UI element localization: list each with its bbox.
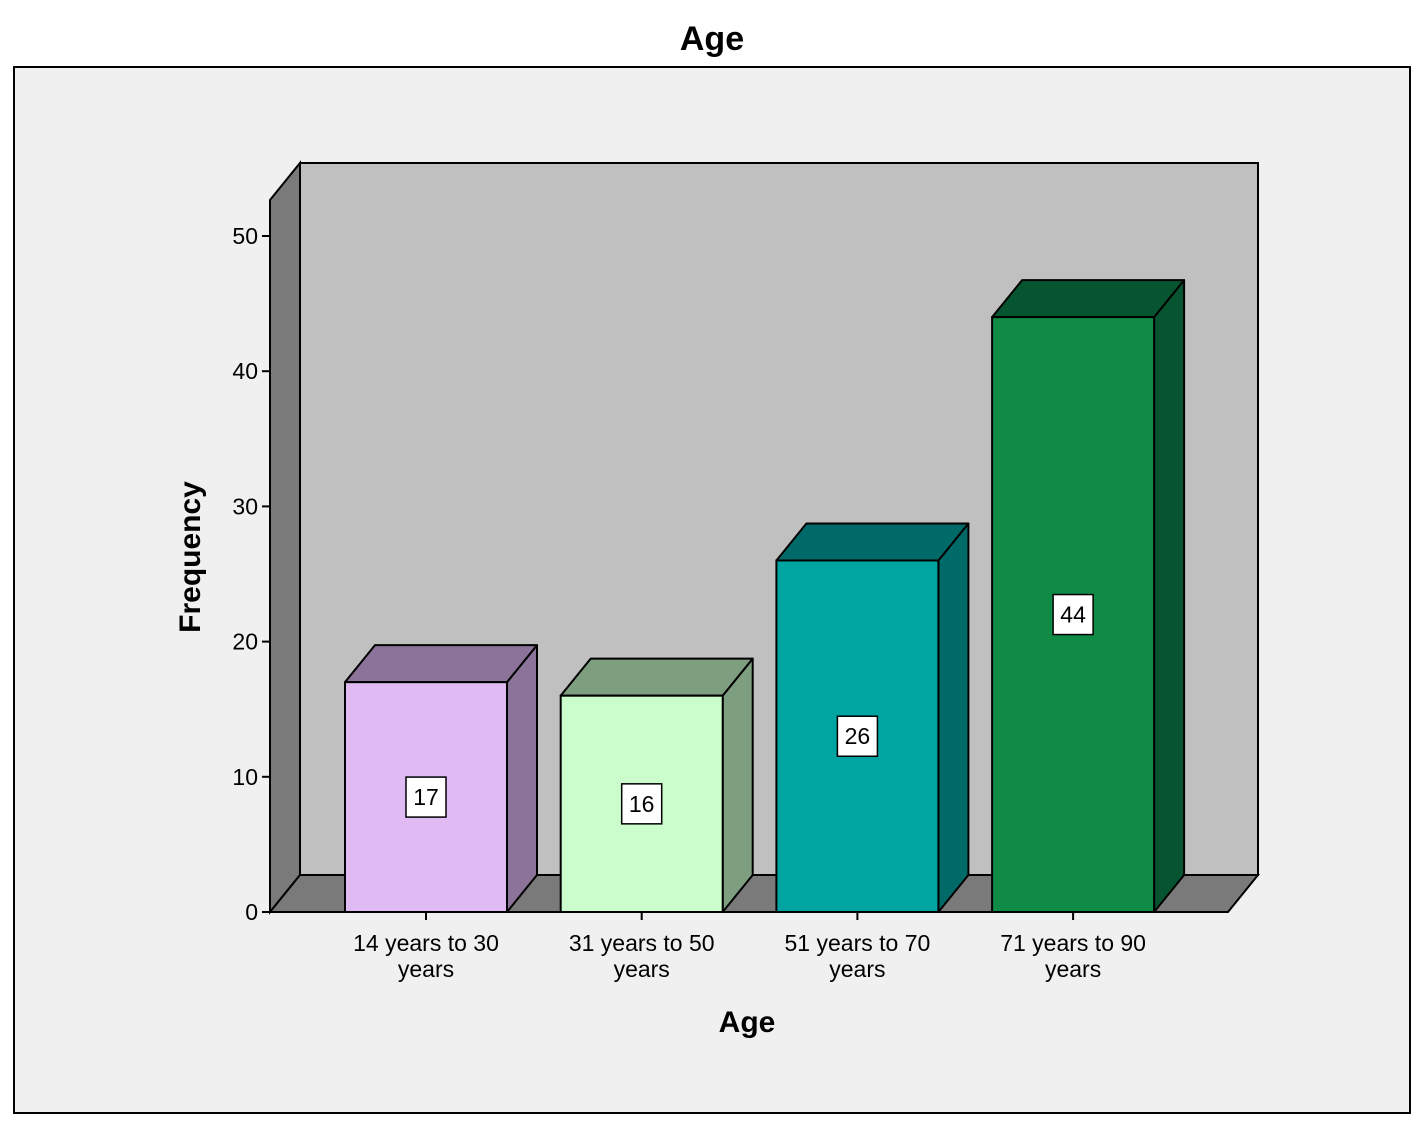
y-tick-label: 20 xyxy=(232,629,258,655)
bar-top xyxy=(991,279,1186,319)
bar-side xyxy=(1153,279,1186,913)
data-label-box xyxy=(620,783,663,825)
bar-side xyxy=(721,657,754,913)
data-label-box xyxy=(405,776,447,818)
y-tick-label: 0 xyxy=(245,899,258,925)
chart-title: Age xyxy=(680,20,744,58)
y-tick-label: 50 xyxy=(232,223,258,249)
bar-side xyxy=(506,644,538,913)
bar-group: 16 xyxy=(559,657,754,913)
side-wall xyxy=(269,160,301,915)
data-label-box xyxy=(1052,593,1094,636)
y-tick-label: 40 xyxy=(232,358,258,384)
bar-top xyxy=(344,644,538,684)
x-category-label: years xyxy=(829,956,885,982)
bar-top xyxy=(775,522,970,562)
x-category-label: years xyxy=(398,956,454,982)
x-category-label: 71 years to 90 xyxy=(1000,930,1146,956)
x-category-label: 14 years to 30 xyxy=(353,930,499,956)
bar-series: 17 16 26 44 xyxy=(344,279,1186,913)
data-label: 16 xyxy=(629,791,655,817)
x-category-label: 31 years to 50 xyxy=(569,930,715,956)
data-label: 17 xyxy=(413,784,439,810)
x-category-label: years xyxy=(1045,956,1101,982)
data-label: 44 xyxy=(1060,602,1086,628)
y-axis-ticks: 0 10 20 30 40 50 xyxy=(232,223,270,925)
data-label-box xyxy=(836,715,879,757)
bar-group: 44 xyxy=(991,279,1186,913)
y-tick-label: 30 xyxy=(232,493,258,519)
x-category-label: 51 years to 70 xyxy=(785,930,931,956)
x-axis-title: Age xyxy=(719,1006,776,1039)
y-tick-label: 10 xyxy=(232,764,258,790)
bar-top xyxy=(559,657,754,697)
data-label: 26 xyxy=(845,723,871,749)
bar-side xyxy=(937,522,970,913)
bar-group: 26 xyxy=(775,522,970,913)
x-category-label: years xyxy=(614,956,670,982)
y-axis-title: Frequency xyxy=(174,481,207,633)
bar-group: 17 xyxy=(344,644,538,913)
